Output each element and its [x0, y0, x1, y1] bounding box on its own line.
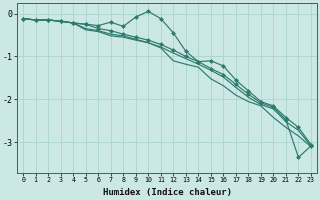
X-axis label: Humidex (Indice chaleur): Humidex (Indice chaleur): [103, 188, 232, 197]
